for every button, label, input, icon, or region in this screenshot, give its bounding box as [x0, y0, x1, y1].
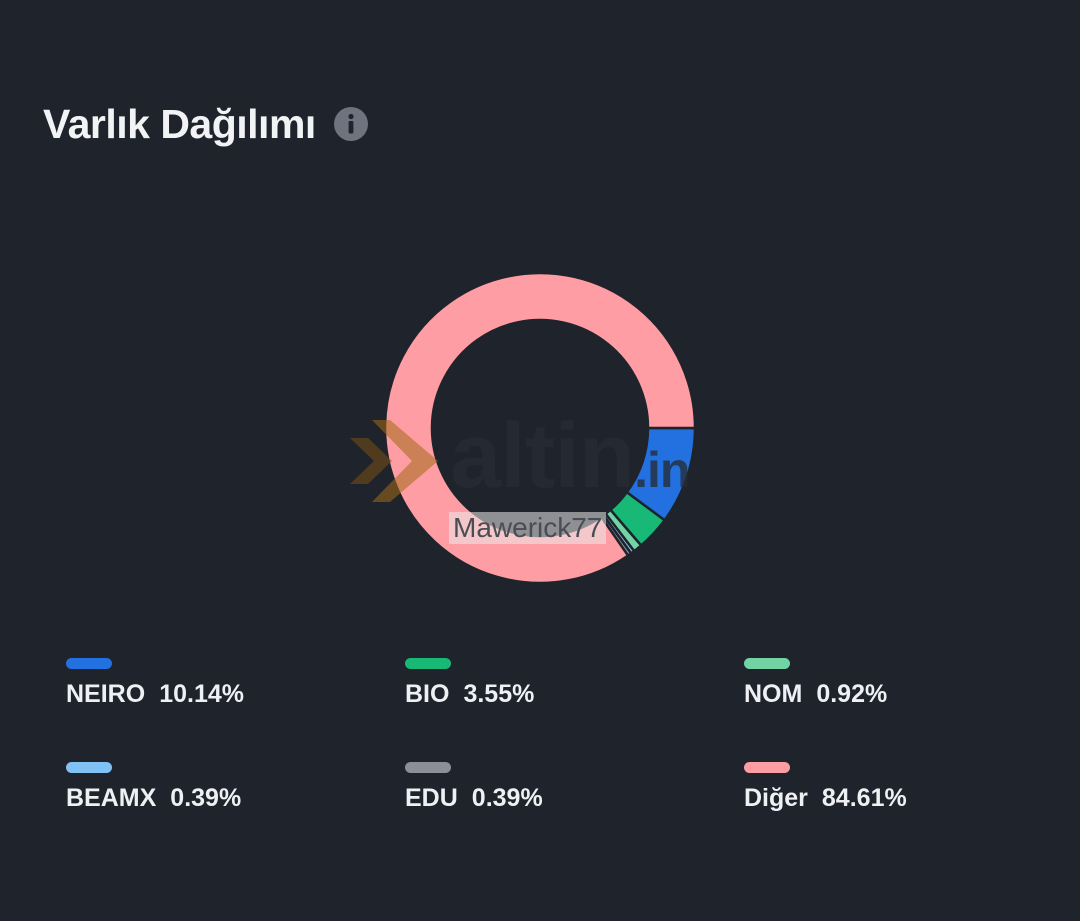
legend-percent: 10.14% [159, 680, 244, 708]
legend-item-dier[interactable]: Diğer 84.61% [744, 762, 1044, 822]
legend-swatch [66, 762, 112, 773]
legend-swatch [744, 658, 790, 669]
legend-percent: 0.39% [170, 784, 242, 812]
donut-chart [383, 271, 697, 585]
legend-item-edu[interactable]: EDU 0.39% [405, 762, 705, 822]
legend-name: BEAMX [66, 784, 157, 812]
legend-swatch [405, 762, 451, 773]
legend-item-neiro[interactable]: NEIRO 10.14% [66, 658, 366, 718]
legend-label: EDU 0.39% [405, 784, 543, 813]
legend-swatch [744, 762, 790, 773]
legend-percent: 84.61% [821, 784, 907, 812]
legend-name: Diğer [744, 784, 808, 812]
legend-name: NOM [744, 680, 803, 708]
legend-label: BIO 3.55% [405, 680, 534, 709]
info-icon[interactable] [333, 107, 368, 141]
legend-item-nom[interactable]: NOM 0.92% [744, 658, 1044, 718]
legend-label: NEIRO 10.14% [66, 680, 244, 709]
legend-percent: 0.39% [471, 784, 543, 812]
legend-item-bio[interactable]: BIO 3.55% [405, 658, 705, 718]
legend-swatch [405, 658, 451, 669]
legend-label: BEAMX 0.39% [66, 784, 241, 813]
header: Varlık Dağılımı [43, 96, 368, 152]
legend-name: BIO [405, 680, 450, 708]
legend-swatch [66, 658, 112, 669]
legend-item-beamx[interactable]: BEAMX 0.39% [66, 762, 366, 822]
legend-percent: 3.55% [463, 680, 535, 708]
legend-percent: 0.92% [816, 680, 888, 708]
page-title: Varlık Dağılımı [43, 100, 316, 147]
legend-name: NEIRO [66, 680, 146, 708]
legend-label: NOM 0.92% [744, 680, 887, 709]
legend-label: Diğer 84.61% [744, 784, 907, 813]
legend-name: EDU [405, 784, 458, 812]
